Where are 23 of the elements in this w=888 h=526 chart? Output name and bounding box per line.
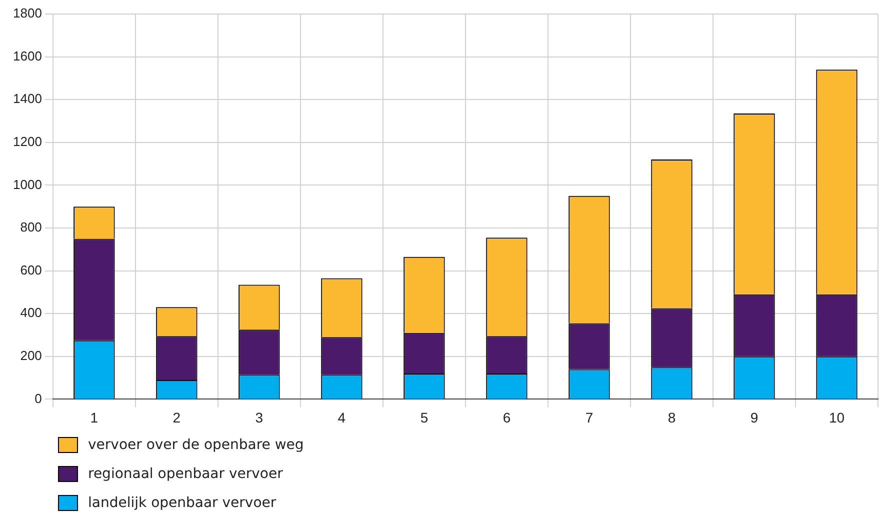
y-tick-label: 800 [20, 220, 42, 235]
x-tick-label: 2 [172, 409, 181, 426]
y-tick-label: 400 [20, 305, 42, 320]
x-tick-label: 9 [750, 409, 758, 426]
y-tick-label: 1800 [13, 6, 42, 21]
y-tick-label: 1000 [13, 176, 42, 192]
y-tick-label: 1200 [13, 134, 42, 149]
x-tick-label: 10 [828, 409, 845, 426]
y-tick-label: 1400 [13, 91, 42, 106]
x-tick-label: 8 [668, 409, 676, 426]
y-tick-label: 200 [20, 348, 42, 363]
legend-label: regionaal openbaar vervoer [88, 466, 283, 482]
x-tick-label: 6 [502, 409, 511, 426]
x-tick-label: 1 [90, 409, 98, 426]
x-tick-label: 7 [585, 409, 594, 426]
y-tick-label: 0 [34, 390, 42, 406]
legend-label: vervoer over de openbare weg [88, 436, 304, 452]
y-tick-label: 600 [20, 262, 42, 278]
x-tick-label: 5 [420, 409, 428, 426]
y-tick-label: 1600 [13, 48, 42, 64]
x-tick-label: 4 [338, 409, 346, 426]
x-tick-label: 3 [255, 409, 264, 426]
legend-label: landelijk openbaar vervoer [88, 494, 276, 510]
